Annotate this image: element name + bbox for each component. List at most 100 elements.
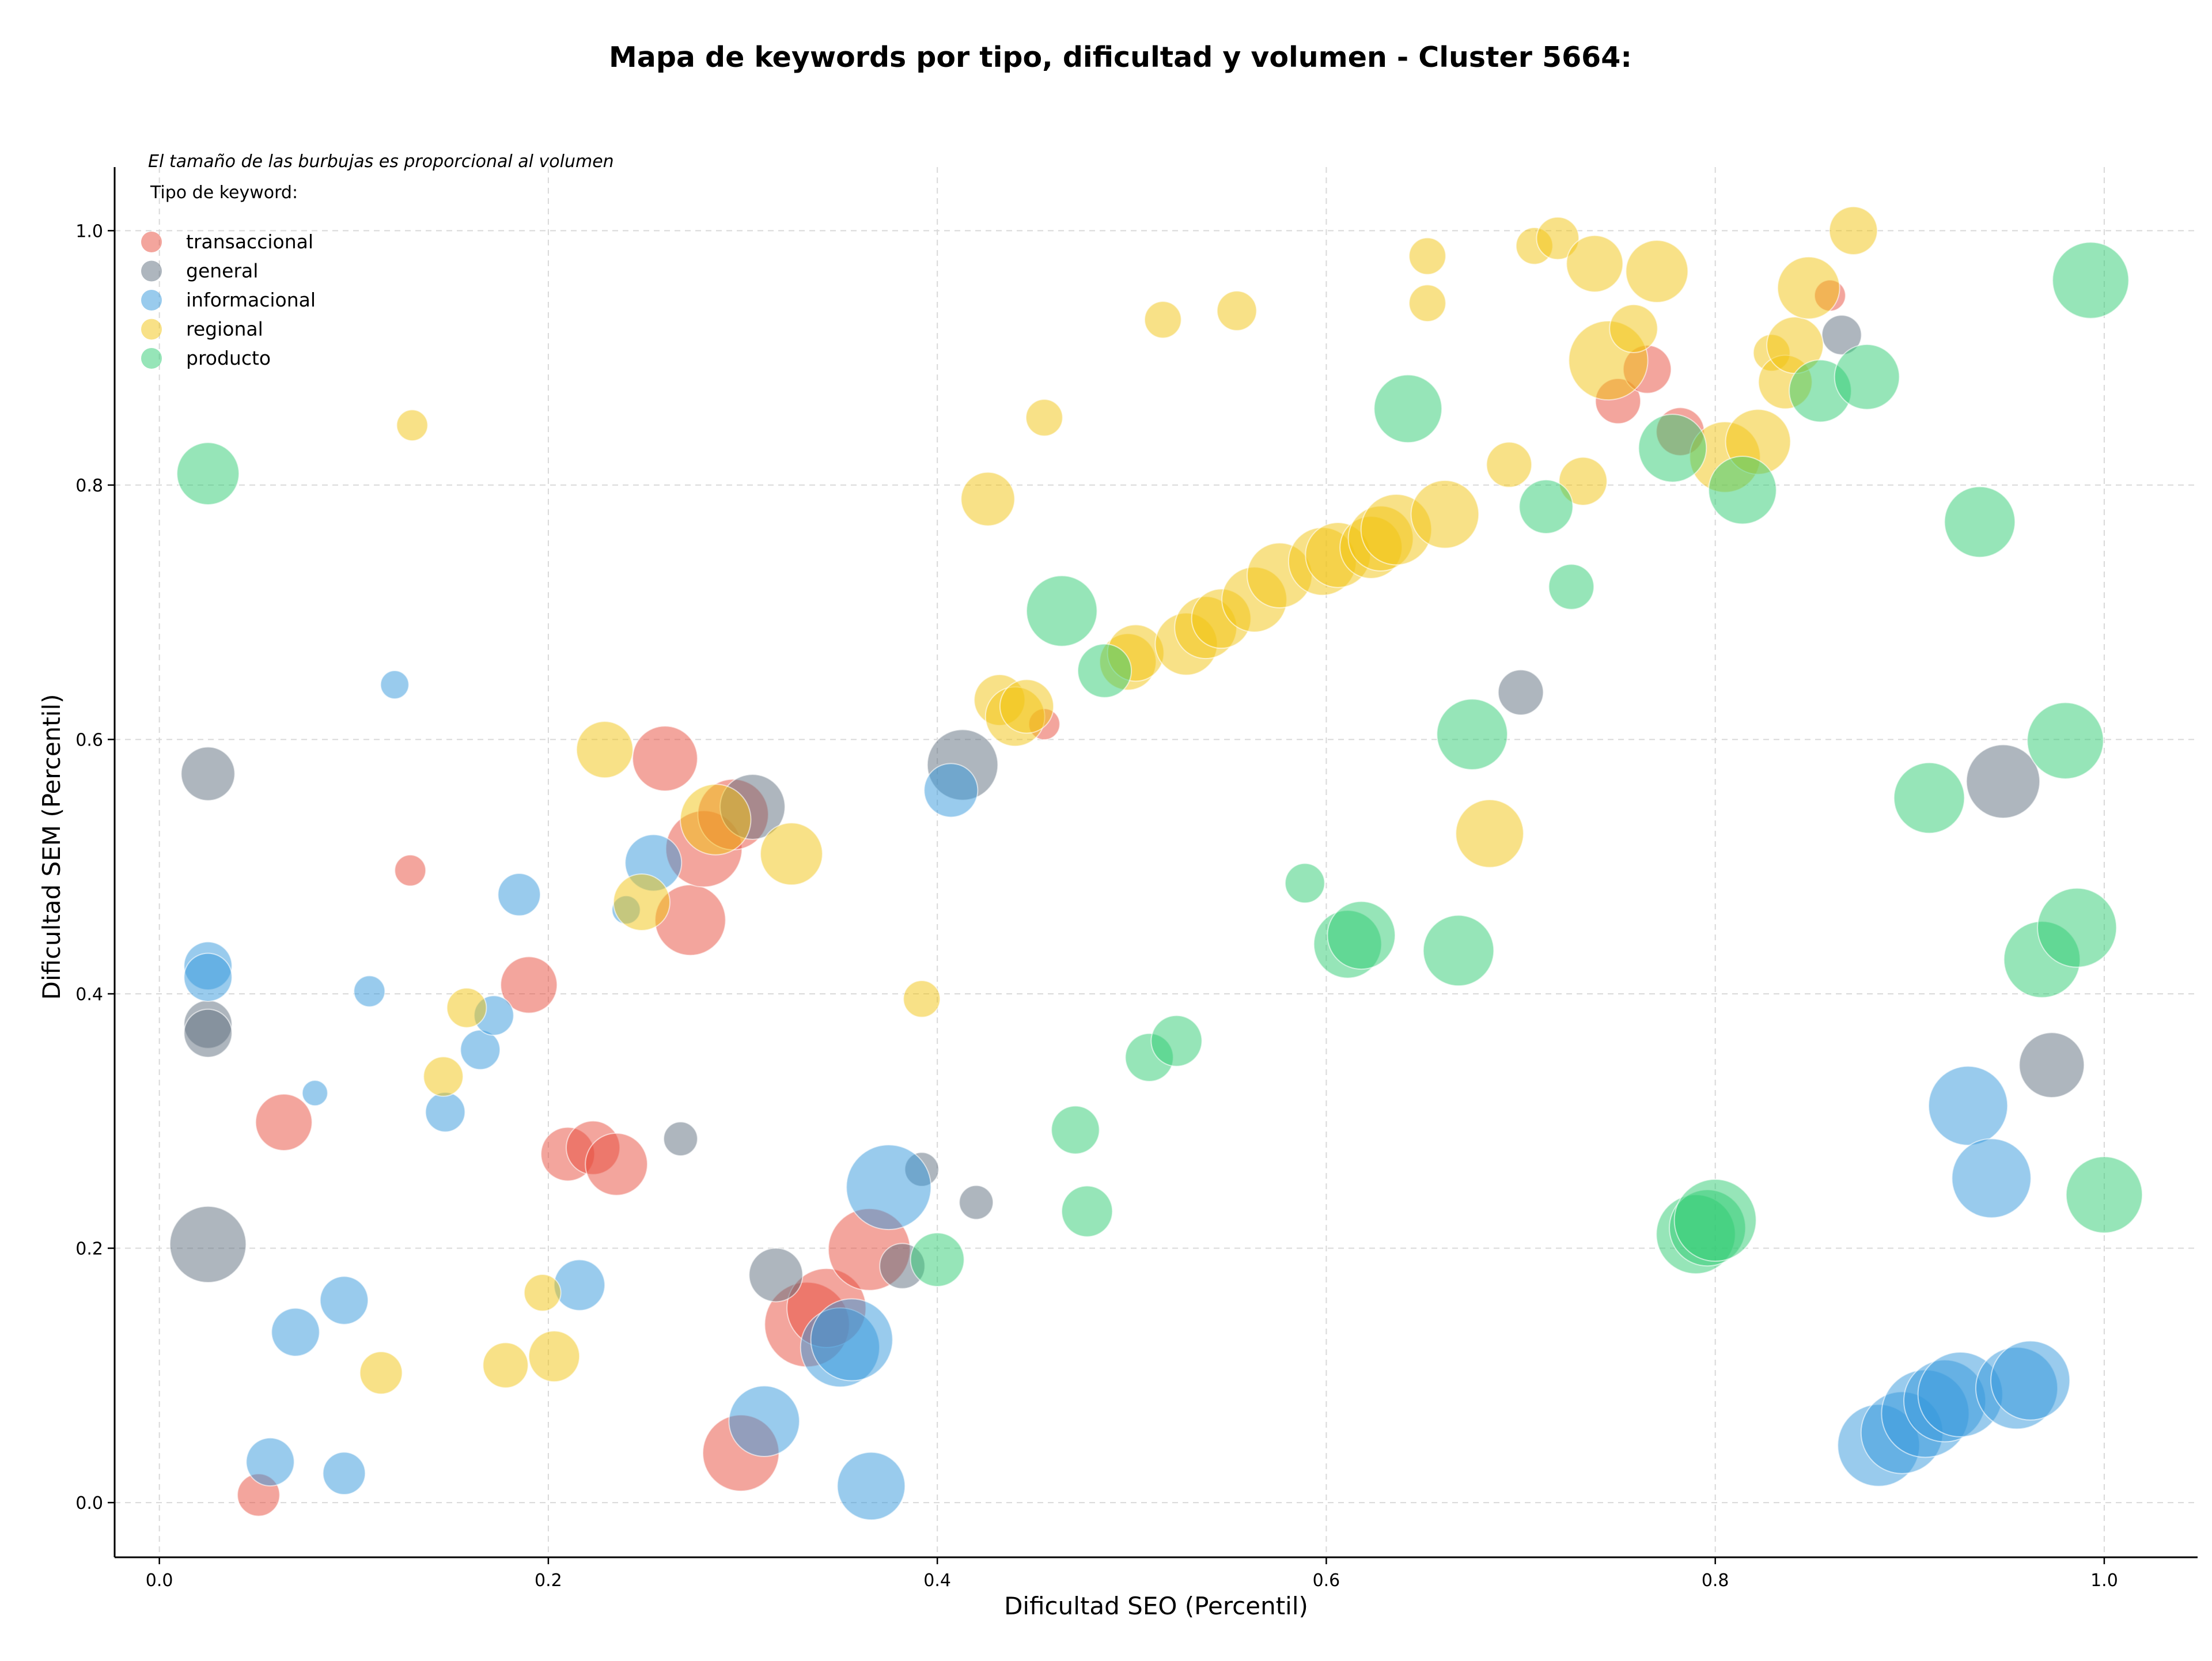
bubble-informacional bbox=[553, 1259, 606, 1311]
x-tick-label: 0.2 bbox=[535, 1571, 562, 1591]
bubble-producto bbox=[1026, 575, 1098, 647]
bubble-regional bbox=[1609, 304, 1658, 354]
bubble-regional bbox=[1408, 284, 1446, 323]
bubble-informacional bbox=[301, 1080, 328, 1107]
y-tick-label: 1.0 bbox=[75, 221, 103, 241]
x-tick-label: 0.8 bbox=[1702, 1571, 1729, 1591]
x-ticks: 0.0 0.2 0.4 0.6 0.8 1.0 bbox=[146, 1557, 2118, 1591]
bubble-informacional bbox=[460, 1029, 501, 1070]
bubble-regional bbox=[1566, 234, 1624, 293]
bubble-regional bbox=[523, 1273, 562, 1312]
bubble-producto bbox=[1051, 1105, 1100, 1155]
bubble-producto bbox=[1834, 343, 1900, 410]
bubble-general bbox=[169, 1205, 247, 1284]
bubble-regional bbox=[760, 822, 823, 886]
bubble-regional bbox=[1625, 240, 1689, 303]
bubble-regional bbox=[1558, 456, 1608, 506]
bubble-regional bbox=[999, 679, 1055, 734]
bubble-general bbox=[663, 1121, 698, 1157]
bubble-informacional bbox=[728, 1385, 800, 1458]
bubble-producto bbox=[1518, 479, 1574, 535]
y-tick-label: 0.0 bbox=[75, 1493, 103, 1514]
legend-label-general: general bbox=[186, 260, 258, 282]
legend-marker-general bbox=[141, 260, 162, 282]
bubble-general bbox=[183, 1008, 233, 1058]
bubble-producto bbox=[910, 1232, 965, 1287]
bubble-informacional bbox=[836, 1451, 906, 1521]
bubble-regional bbox=[612, 873, 671, 932]
x-tick-label: 0.0 bbox=[146, 1571, 173, 1591]
bubble-producto bbox=[1548, 563, 1595, 610]
bubble-producto bbox=[1944, 486, 2016, 558]
bubble-producto bbox=[1422, 914, 1495, 987]
bubble-transaccional bbox=[394, 854, 427, 887]
bubble-regional bbox=[1455, 799, 1524, 868]
y-tick-label: 0.8 bbox=[75, 476, 103, 496]
bubble-regional bbox=[903, 979, 941, 1018]
bubble-regional bbox=[1777, 256, 1840, 320]
bubble-informacional bbox=[183, 952, 233, 1002]
bubble-informacional bbox=[1927, 1065, 2009, 1146]
bubble-general bbox=[748, 1247, 804, 1303]
bubble-producto bbox=[1708, 455, 1777, 525]
bubble-informacional bbox=[425, 1092, 466, 1133]
bubble-regional bbox=[960, 471, 1016, 527]
bubble-producto bbox=[176, 442, 240, 505]
bubble-producto bbox=[1327, 901, 1396, 970]
bubble-regional bbox=[1828, 206, 1878, 256]
bubble-transaccional bbox=[255, 1093, 313, 1151]
bubble-regional bbox=[528, 1330, 581, 1383]
bubble-producto bbox=[1673, 1178, 1757, 1262]
bubble-regional bbox=[1486, 441, 1532, 488]
bubble-producto bbox=[2052, 241, 2130, 319]
legend-marker-regional bbox=[141, 319, 162, 340]
y-axis-label: Dificultad SEM (Percentil) bbox=[37, 694, 66, 1000]
legend-label-informacional: informacional bbox=[186, 289, 316, 311]
bubble-general bbox=[180, 746, 236, 801]
bubble-regional bbox=[1410, 479, 1480, 549]
bubble-producto bbox=[1150, 1015, 1203, 1067]
bubble-informacional bbox=[810, 1298, 893, 1382]
bubble-regional bbox=[680, 784, 752, 856]
legend-marker-transaccional bbox=[141, 232, 162, 252]
bubbles bbox=[169, 206, 2143, 1521]
bubble-regional bbox=[1025, 399, 1063, 437]
legend-label-transaccional: transaccional bbox=[186, 230, 313, 253]
bubble-producto bbox=[2037, 887, 2118, 968]
bubble-general bbox=[1965, 744, 2041, 819]
bubble-transaccional bbox=[500, 956, 558, 1014]
bubble-producto bbox=[2027, 702, 2104, 780]
bubble-regional bbox=[482, 1342, 529, 1388]
bubble-regional bbox=[575, 721, 634, 779]
bubble-general bbox=[1497, 669, 1544, 716]
legend-title: Tipo de keyword: bbox=[150, 183, 298, 203]
bubble-producto bbox=[1284, 862, 1325, 904]
y-ticks: 0.0 0.2 0.4 0.6 0.8 1.0 bbox=[75, 221, 115, 1514]
y-tick-label: 0.2 bbox=[75, 1239, 103, 1259]
legend: transaccional general informacional regiona… bbox=[141, 230, 316, 369]
bubble-producto bbox=[1061, 1185, 1113, 1238]
bubble-informacional bbox=[846, 1144, 932, 1231]
bubble-producto bbox=[1638, 414, 1707, 483]
x-tick-label: 0.4 bbox=[923, 1571, 951, 1591]
bubble-regional bbox=[1408, 237, 1446, 275]
bubble-producto bbox=[2065, 1156, 2143, 1234]
y-tick-label: 0.6 bbox=[75, 730, 103, 750]
bubble-informacional bbox=[497, 873, 541, 917]
y-tick-label: 0.4 bbox=[75, 985, 103, 1005]
bubble-informacional bbox=[1951, 1138, 2032, 1219]
bubble-general bbox=[959, 1185, 994, 1220]
bubble-regional bbox=[1143, 301, 1182, 339]
legend-marker-producto bbox=[141, 348, 162, 369]
bubble-producto bbox=[1436, 698, 1508, 770]
bubble-transaccional bbox=[632, 725, 698, 792]
bubble-regional bbox=[396, 409, 429, 442]
bubble-regional bbox=[1216, 290, 1257, 331]
bubble-transaccional bbox=[585, 1132, 648, 1196]
legend-label-regional: regional bbox=[186, 318, 263, 340]
chart-title: Mapa de keywords por tipo, dificultad y … bbox=[609, 41, 1632, 74]
bubble-informacional bbox=[353, 975, 386, 1008]
bubble-producto bbox=[1373, 374, 1443, 444]
bubble-regional bbox=[446, 987, 487, 1028]
bubble-informacional bbox=[1990, 1340, 2071, 1421]
